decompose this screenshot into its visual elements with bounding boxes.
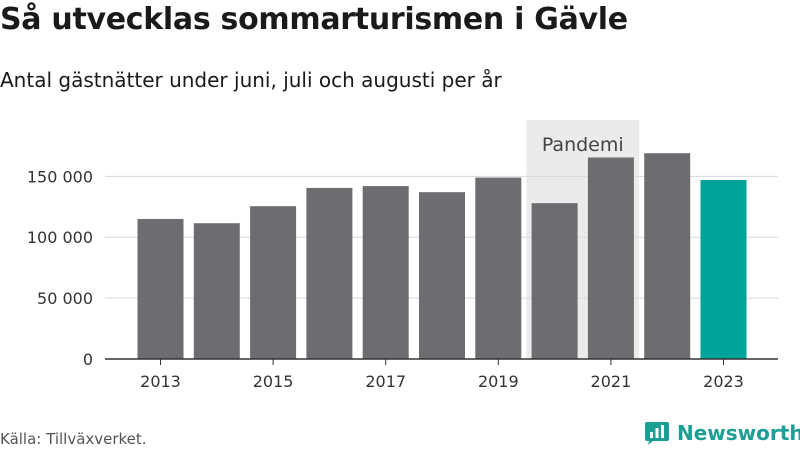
chart-subtitle: Antal gästnätter under juni, juli och au… bbox=[0, 68, 502, 92]
x-tick-label: 2017 bbox=[365, 372, 406, 391]
y-tick-label: 100 000 bbox=[27, 228, 93, 247]
bar-chart: Pandemi 0 50 000 100 000 150 000 2013 2015 2017… bbox=[27, 120, 778, 391]
brand-name: Newsworthy bbox=[677, 421, 800, 445]
x-tick-label: 2021 bbox=[591, 372, 632, 391]
bar-2014 bbox=[193, 223, 240, 359]
bar-2019 bbox=[475, 177, 522, 359]
source-note: Källa: Tillväxverket. bbox=[0, 430, 147, 448]
x-tick-label: 2019 bbox=[478, 372, 519, 391]
chart-title: Så utvecklas sommarturismen i Gävle bbox=[0, 2, 628, 37]
bar-2023 bbox=[700, 180, 747, 359]
bar-2017 bbox=[362, 186, 409, 359]
bar-2015 bbox=[250, 206, 297, 359]
bar-2016 bbox=[306, 187, 353, 359]
brand-logo: Newsworthy bbox=[644, 420, 800, 446]
bar-2020 bbox=[531, 203, 578, 359]
x-tick-label: 2013 bbox=[140, 372, 181, 391]
annotation-label: Pandemi bbox=[542, 134, 624, 156]
x-tick-label: 2015 bbox=[253, 372, 294, 391]
bar-2021 bbox=[587, 157, 634, 359]
bar-2018 bbox=[419, 192, 465, 359]
x-tick-label: 2023 bbox=[703, 372, 744, 391]
bar-2022 bbox=[644, 153, 691, 359]
y-tick-label: 150 000 bbox=[27, 167, 93, 186]
newsworthy-logo-icon bbox=[645, 422, 669, 445]
y-tick-label: 0 bbox=[83, 350, 93, 369]
y-tick-label: 50 000 bbox=[37, 289, 93, 308]
bar-2013 bbox=[137, 218, 184, 359]
